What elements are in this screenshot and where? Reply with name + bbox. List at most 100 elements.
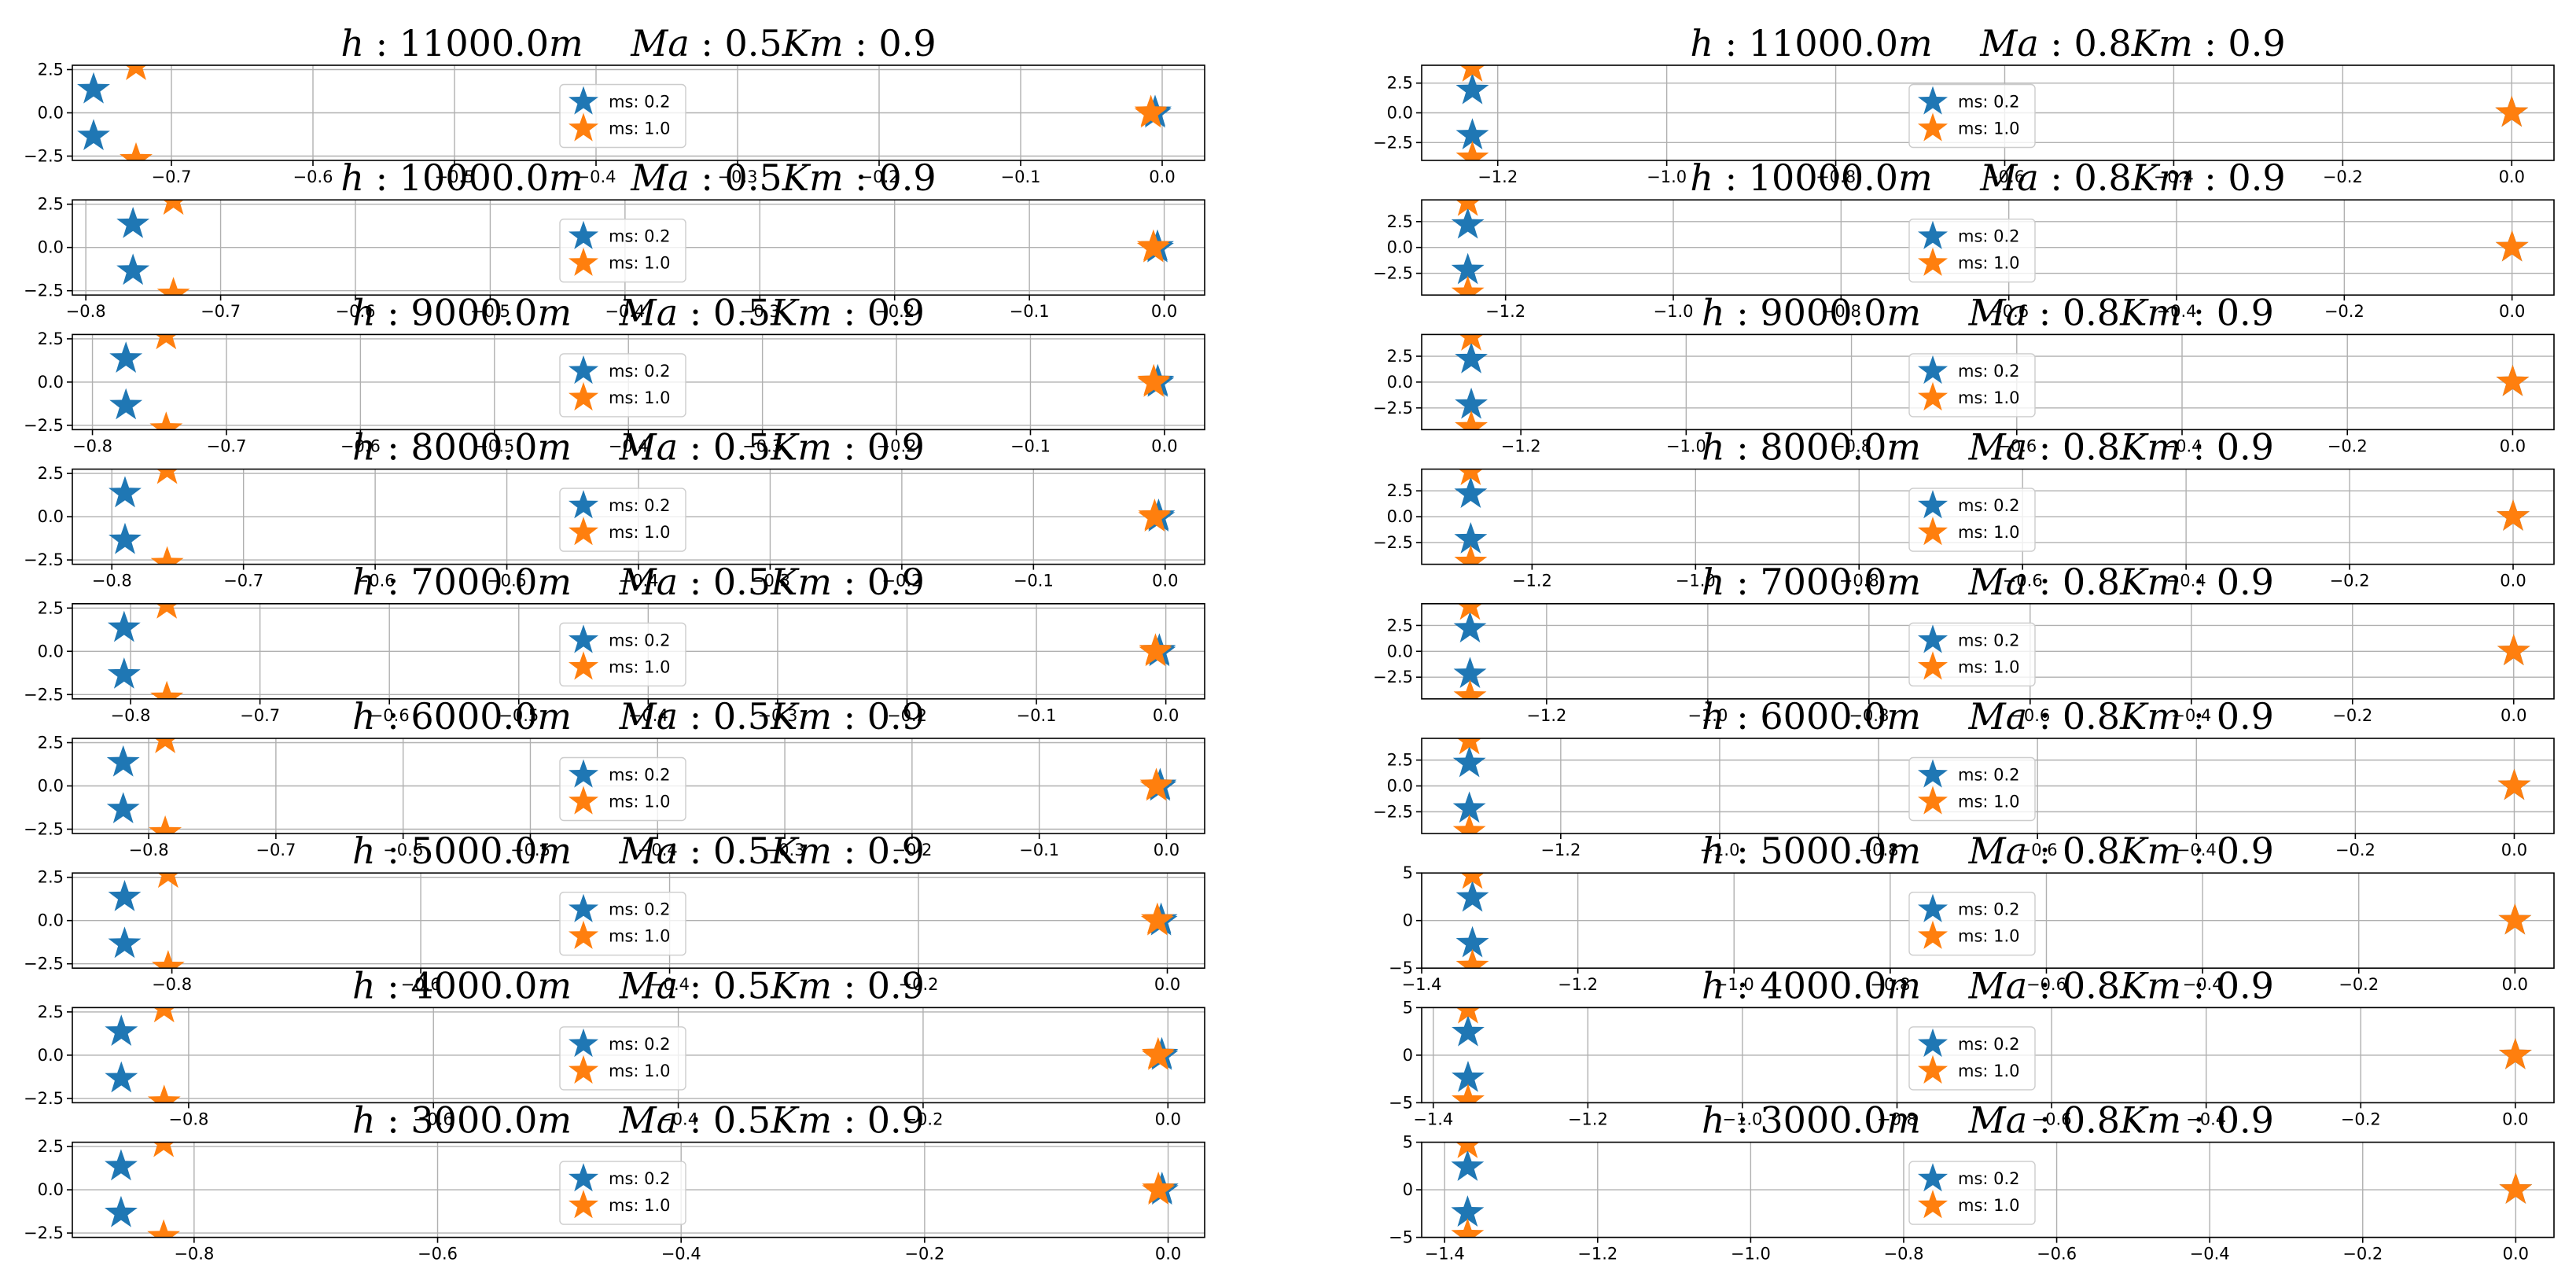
data-point-ms-1-0: [1458, 469, 1483, 486]
x-tick-label: −0.4: [638, 841, 678, 859]
legend-marker: [568, 1163, 599, 1192]
y-tick-label: 0.0: [1387, 373, 1413, 392]
data-point-ms-0-2: [1455, 880, 1489, 912]
x-tick-label: −0.8: [1870, 975, 1910, 994]
x-tick-label: −0.6: [2010, 706, 2050, 725]
legend-label: ms: 1.0: [1958, 657, 2020, 676]
y-tick-label: −2.5: [24, 550, 64, 569]
x-tick-label: −1.2: [1526, 706, 1566, 725]
legend-label: ms: 1.0: [609, 388, 671, 407]
legend: ms: 0.2 ms: 1.0: [1908, 1161, 2036, 1225]
subplot-1: −0.8 −0.7 −0.6 −0.5 −0.4 −0.3 −0.2 −0.1 0.0 −2.5 0…: [24, 156, 1205, 321]
data-point-ms-0-2: [105, 1014, 138, 1046]
legend-marker: [568, 920, 599, 949]
legend-marker: [1917, 1054, 1949, 1084]
legend: ms: 0.2 ms: 1.0: [559, 891, 686, 956]
data-point-ms-1-0: [153, 1142, 175, 1157]
legend-marker: [568, 220, 599, 249]
x-tick-label: 0.0: [1155, 1245, 1181, 1264]
data-point-ms-0-2: [1453, 657, 1487, 689]
y-tick-label: 0.0: [38, 642, 64, 661]
x-tick-label: 0.0: [1149, 167, 1175, 186]
data-points: [1455, 65, 2529, 160]
data-point-ms-1-0: [1136, 230, 1170, 263]
x-tick-label: −1.2: [1558, 975, 1598, 994]
x-tick-label: −0.8: [1849, 706, 1889, 725]
x-tick-label: −0.4: [605, 302, 645, 321]
x-tick-label: −0.1: [1001, 167, 1041, 186]
x-tick-label: −0.2: [904, 1245, 944, 1264]
x-tick-label: −1.4: [1413, 1110, 1453, 1128]
y-tick-label: −2.5: [1373, 399, 1413, 418]
legend-marker: [1917, 624, 1949, 653]
legend-label: ms: 1.0: [609, 1062, 671, 1080]
x-tick-label: −0.3: [757, 706, 797, 725]
x-tick-label: −0.4: [2162, 436, 2202, 455]
data-point-ms-0-2: [105, 1149, 138, 1181]
data-point-ms-1-0: [149, 411, 183, 430]
data-point-ms-0-2: [116, 207, 150, 238]
subplot-title: h : 10000.0m Ma : 0.8Km : 0.9: [1690, 156, 2285, 199]
y-tick-label: 2.5: [38, 598, 64, 617]
subplot-title: h : 4000.0m Ma : 0.8Km : 0.9: [1702, 964, 2274, 1006]
x-tick-label: −0.3: [742, 436, 782, 455]
y-tick-label: 0: [1403, 911, 1413, 930]
data-points: [1452, 738, 2531, 834]
legend-label: ms: 0.2: [609, 1169, 671, 1188]
x-tick-label: −0.8: [1816, 167, 1856, 186]
x-tick-label: −1.2: [1478, 167, 1518, 186]
x-tick-label: −0.2: [2342, 1245, 2383, 1264]
x-tick-label: 0.0: [2502, 1110, 2528, 1128]
data-point-ms-1-0: [1140, 903, 1174, 936]
x-tick-label: −0.6: [383, 841, 423, 859]
legend-label: ms: 0.2: [1958, 93, 2020, 112]
legend-marker: [1917, 381, 1949, 411]
legend-label: ms: 0.2: [609, 900, 671, 919]
y-tick-label: 2.5: [38, 1137, 64, 1156]
x-tick-label: −0.6: [1996, 436, 2037, 455]
data-point-ms-1-0: [1455, 410, 1488, 430]
x-tick-label: 0.0: [2502, 975, 2528, 994]
data-point-ms-1-0: [2495, 230, 2529, 262]
y-tick-label: −2.5: [24, 1089, 64, 1108]
y-tick-label: −2.5: [1373, 133, 1413, 152]
y-tick-label: 2.5: [38, 1003, 64, 1021]
legend: ms: 0.2 ms: 1.0: [559, 488, 686, 552]
x-tick-label: 0.0: [2500, 572, 2526, 591]
x-tick-label: −0.8: [1859, 841, 1899, 859]
subplot-13: −1.2 −1.0 −0.8 −0.6 −0.4 −0.2 0.0 −2.5 0.0 2.5 h :…: [1373, 561, 2555, 725]
legend-label: ms: 0.2: [1958, 766, 2020, 785]
data-points: [1455, 873, 2532, 969]
legend-label: ms: 1.0: [1958, 793, 2020, 811]
data-point-ms-1-0: [1139, 635, 1172, 667]
x-tick-label: −0.2: [859, 167, 900, 186]
subplot-8: −0.8 −0.6 −0.4 −0.2 0.0 −2.5 0.0 2.5 h : 3000.0m…: [24, 1099, 1205, 1264]
data-points: [1451, 200, 2529, 296]
y-tick-label: 2.5: [38, 329, 64, 348]
data-point-ms-0-2: [1451, 207, 1485, 239]
x-tick-label: −0.4: [2190, 1245, 2230, 1264]
subplot-title: h : 8000.0m Ma : 0.8Km : 0.9: [1702, 426, 2274, 469]
x-tick-label: −0.7: [152, 167, 192, 186]
x-tick-label: −0.7: [206, 436, 246, 455]
subplot-10: −1.2 −1.0 −0.8 −0.6 −0.4 −0.2 0.0 −2.5 0.0 2.5 h :…: [1373, 156, 2555, 321]
x-tick-label: −0.4: [2157, 302, 2197, 321]
y-tick-label: −2.5: [1373, 668, 1413, 686]
y-tick-label: 0.0: [1387, 777, 1413, 796]
legend-marker: [1917, 651, 1949, 680]
legend-marker: [568, 759, 599, 788]
y-tick-label: −5: [1389, 959, 1413, 977]
y-tick-label: 2.5: [38, 734, 64, 753]
data-point-ms-0-2: [109, 388, 143, 420]
legend-marker: [1917, 86, 1949, 115]
legend-label: ms: 0.2: [1958, 900, 2020, 919]
x-tick-label: −0.6: [340, 436, 381, 455]
subplot-9: −1.2 −1.0 −0.8 −0.6 −0.4 −0.2 0.0 −2.5 0.0 2.5 h :…: [1373, 22, 2555, 186]
subplot-title: h : 8000.0m Ma : 0.5Km : 0.9: [352, 426, 925, 469]
x-tick-label: −1.0: [1714, 975, 1754, 994]
x-tick-label: −0.6: [336, 302, 376, 321]
legend: ms: 0.2 ms: 1.0: [1908, 1026, 2036, 1091]
x-tick-label: −0.6: [1989, 302, 2029, 321]
data-point-ms-1-0: [1458, 603, 1482, 620]
